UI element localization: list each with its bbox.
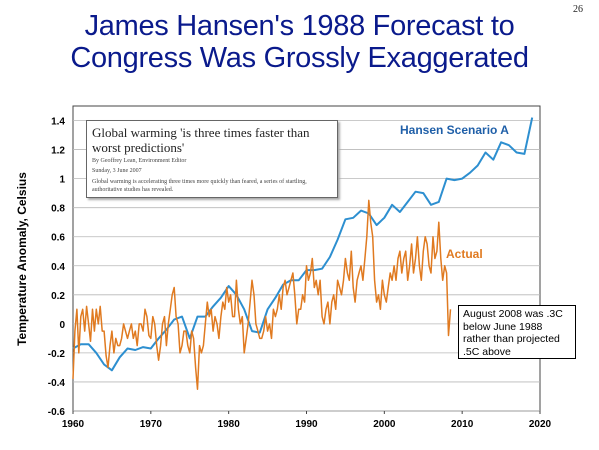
clipping-date: Sunday, 3 June 2007: [92, 168, 142, 174]
annotation-note: August 2008 was .3C below June 1988 rath…: [458, 305, 576, 359]
x-tick-label: 1970: [140, 419, 163, 430]
y-tick-label: 0.4: [51, 262, 65, 273]
y-tick-label: 1.2: [51, 146, 65, 157]
y-tick-label: -0.6: [48, 407, 66, 418]
y-tick-label: 0.2: [51, 291, 65, 302]
x-tick-label: 2020: [529, 419, 552, 430]
page-number: 26: [573, 4, 583, 15]
y-tick-label: 1: [59, 175, 65, 186]
x-tick-label: 1990: [295, 419, 318, 430]
title-line-1: James Hansen's 1988 Forecast to: [84, 10, 515, 42]
scenario-a-line: [72, 117, 534, 372]
clipping-byline: By Geoffrey Lean, Environment Editor: [92, 158, 187, 164]
y-tick-label: 0.6: [51, 233, 65, 244]
y-tick-label: 0: [59, 320, 65, 331]
title-line-2: Congress Was Grossly Exaggerated: [70, 42, 529, 74]
y-tick-label: -0.4: [48, 378, 66, 389]
y-tick-label: -0.2: [48, 349, 66, 360]
slide-title: James Hansen's 1988 Forecast to Congress…: [0, 10, 599, 74]
x-tick-label: 1960: [62, 419, 85, 430]
x-tick-label: 2000: [373, 419, 396, 430]
actual-line: [72, 199, 452, 390]
actual-label: Actual: [446, 247, 483, 261]
news-clipping: Global warming 'is three times faster th…: [86, 120, 338, 198]
y-tick-label: 1.4: [51, 117, 65, 128]
clipping-headline: Global warming 'is three times faster th…: [92, 125, 310, 155]
x-tick-label: 2010: [451, 419, 474, 430]
y-tick-label: 0.8: [51, 204, 65, 215]
clipping-body: Global warming is accelerating three tim…: [92, 179, 307, 193]
x-tick-label: 1980: [218, 419, 241, 430]
scenario-a-label: Hansen Scenario A: [400, 123, 509, 137]
